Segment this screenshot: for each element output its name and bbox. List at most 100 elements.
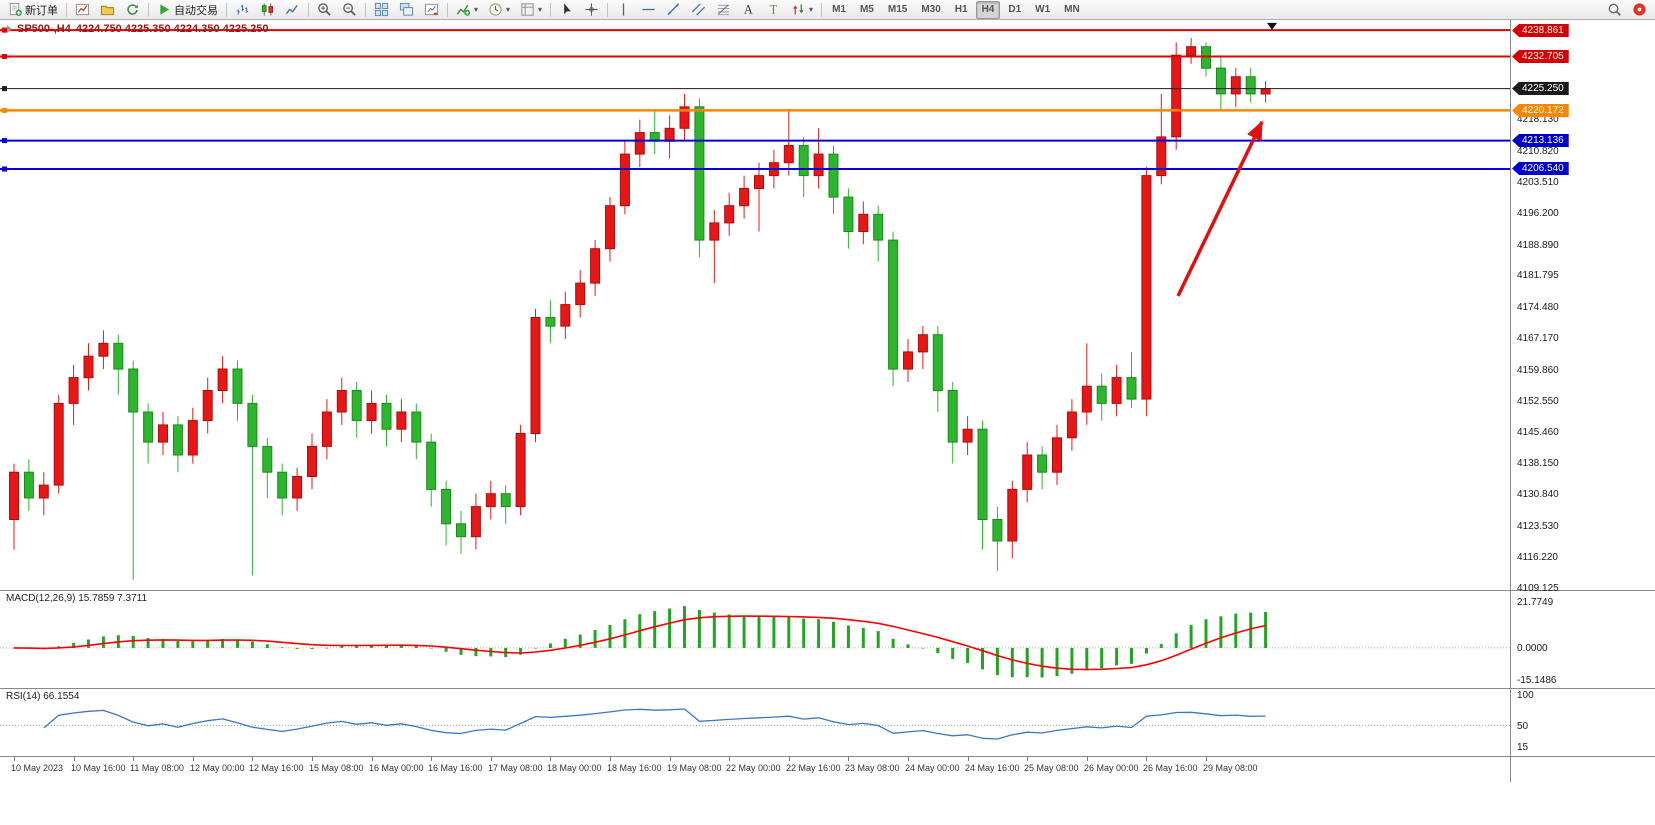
cascade-windows-button[interactable]: [395, 1, 418, 19]
time-tick: [968, 757, 969, 761]
toolbar-separator: [821, 2, 823, 17]
timeframe-m15-button[interactable]: M15: [882, 1, 913, 19]
time-tick: [74, 757, 75, 761]
rsi-axis-label: 15: [1517, 742, 1529, 753]
timeframe-mn-button[interactable]: MN: [1058, 1, 1086, 19]
line-chart-icon: [285, 2, 300, 17]
timeframe-w1-button-label: W1: [1035, 4, 1051, 15]
dropdown-caret-icon: ▾: [538, 5, 543, 14]
macd-signal-line: [13, 615, 1266, 671]
vertical-line-button[interactable]: [612, 1, 635, 19]
time-axis-label: 26 May 16:00: [1143, 763, 1198, 773]
crosshair-button[interactable]: [580, 1, 603, 19]
macd-plot[interactable]: MACD(12,26,9) 15.7859 7.3711: [0, 591, 1510, 688]
hline-handle[interactable]: [2, 54, 7, 59]
time-axis-label: 29 May 08:00: [1203, 763, 1258, 773]
macd-histogram: [12, 606, 1268, 678]
time-axis-label: 26 May 00:00: [1084, 763, 1139, 773]
timeframe-m1-button[interactable]: M1: [826, 1, 852, 19]
svg-text:T: T: [770, 3, 778, 17]
time-axis-row: 10 May 2023 10 May 16:00 11 May 08:00 12 Ma…: [0, 757, 1655, 782]
toolbar-separator: [365, 2, 366, 17]
hline-handle[interactable]: [2, 138, 7, 144]
notification-button[interactable]: [1628, 1, 1651, 19]
price-badge: 4220.172: [1512, 104, 1569, 117]
time-tick: [1027, 757, 1028, 761]
text-button[interactable]: A: [737, 1, 760, 19]
chart-title: SP500-,H4 4224.750 4225.350 4224.350 422…: [7, 23, 269, 35]
time-axis-label: 22 May 16:00: [786, 763, 841, 773]
fibonacci-button[interactable]: [712, 1, 735, 19]
trendline-icon: [666, 2, 681, 17]
svg-text:A: A: [744, 3, 753, 17]
notification-icon: [1632, 2, 1647, 17]
trend-arrow[interactable]: [1176, 120, 1264, 297]
hline-handle[interactable]: [2, 166, 7, 172]
refresh-icon: [125, 2, 140, 17]
time-axis-label: 25 May 08:00: [1024, 763, 1079, 773]
templates-button[interactable]: ▾: [516, 1, 546, 19]
timeframe-w1-button[interactable]: W1: [1029, 1, 1056, 19]
time-tick: [193, 757, 194, 761]
time-axis-label: 24 May 16:00: [965, 763, 1020, 773]
one-click-trading-toggle-icon[interactable]: [7, 25, 12, 33]
down-arrow-marker-icon[interactable]: [1267, 22, 1277, 30]
timeframe-d1-button[interactable]: D1: [1002, 1, 1027, 19]
tile-windows-button[interactable]: [370, 1, 393, 19]
hline-handle[interactable]: [2, 27, 7, 33]
chart-window-button[interactable]: [71, 1, 94, 19]
zoom-in-button[interactable]: [313, 1, 336, 19]
timeframe-m5-button[interactable]: M5: [854, 1, 880, 19]
arrows-button[interactable]: ▾: [787, 1, 817, 19]
macd-axis[interactable]: 21.7749 0.0000 -15.1486: [1510, 591, 1655, 688]
autotrading-button[interactable]: 自动交易: [153, 1, 222, 19]
horizontal-line-button[interactable]: [637, 1, 660, 19]
toolbar-separator: [607, 2, 609, 17]
profiles-button[interactable]: [96, 1, 119, 19]
hline-handle[interactable]: [2, 107, 7, 113]
text-label-button[interactable]: T: [762, 1, 785, 19]
refresh-button[interactable]: [121, 1, 144, 19]
time-tick: [908, 757, 909, 761]
profiles-icon: [100, 2, 115, 17]
main-chart-plot[interactable]: SP500-,H4 4224.750 4225.350 4224.350 422…: [0, 20, 1510, 590]
timeframe-m1-button-label: M1: [832, 4, 846, 15]
timeframe-m30-button[interactable]: M30: [915, 1, 946, 19]
search-icon: [1607, 2, 1622, 17]
horizontal-line-icon: [641, 2, 656, 17]
zoom-out-icon: [342, 2, 357, 17]
text-icon: A: [741, 2, 756, 17]
bar-chart-button[interactable]: [231, 1, 254, 19]
rsi-axis[interactable]: 100 50 15: [1510, 689, 1655, 756]
autotrading-button-label: 自动交易: [174, 4, 218, 17]
zoom-out-button[interactable]: [338, 1, 361, 19]
time-axis-label: 16 May 16:00: [428, 763, 483, 773]
chart-symbol-period: SP500-,H4: [17, 23, 71, 35]
price-axis-label: 4138.150: [1517, 458, 1559, 469]
trendline-button[interactable]: [662, 1, 685, 19]
periods-button[interactable]: ▾: [484, 1, 514, 19]
rsi-panel: RSI(14) 66.1554 100 50 15: [0, 689, 1655, 757]
time-axis-label: 23 May 08:00: [845, 763, 900, 773]
new-order-button[interactable]: 新订单: [4, 1, 62, 19]
time-tick: [848, 757, 849, 761]
bar-chart-icon: [235, 2, 250, 17]
track-chart-button[interactable]: [420, 1, 443, 19]
line-chart-button[interactable]: [281, 1, 304, 19]
equidistant-channel-button[interactable]: [687, 1, 710, 19]
price-axis-label: 4123.530: [1517, 521, 1559, 532]
rsi-plot[interactable]: RSI(14) 66.1554: [0, 689, 1510, 756]
timeframe-d1-button-label: D1: [1008, 4, 1022, 15]
timeframe-h1-button[interactable]: H1: [949, 1, 974, 19]
search-button[interactable]: [1603, 1, 1626, 19]
candlestick-chart-button[interactable]: [256, 1, 279, 19]
track-chart-icon: [424, 2, 439, 17]
time-axis[interactable]: 10 May 2023 10 May 16:00 11 May 08:00 12 Ma…: [0, 757, 1510, 782]
indicators-button[interactable]: ▾: [452, 1, 482, 19]
time-tick: [1206, 757, 1207, 761]
toolbar-separator: [148, 2, 149, 17]
cursor-button[interactable]: [555, 1, 578, 19]
timeframe-h4-button[interactable]: H4: [975, 0, 1001, 19]
hline-handle[interactable]: [2, 86, 7, 92]
price-axis[interactable]: 4218.130 4210.820 4203.510 4196.200 4188.890…: [1510, 20, 1655, 594]
